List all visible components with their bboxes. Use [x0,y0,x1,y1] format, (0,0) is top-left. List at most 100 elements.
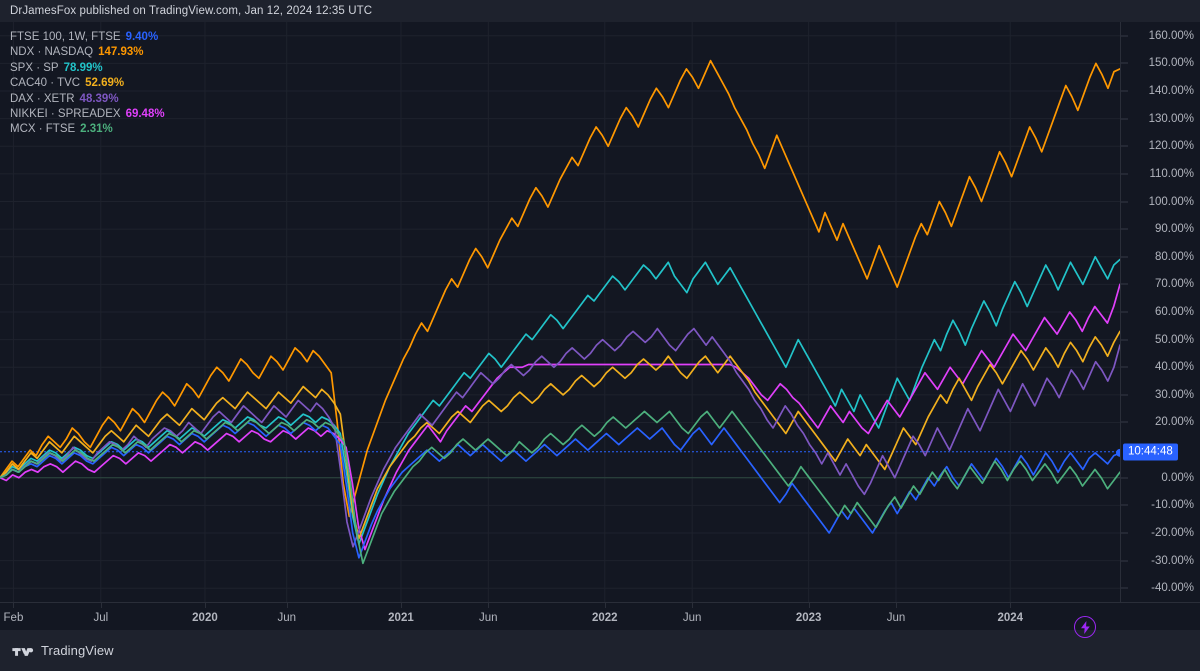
lightning-bolt-icon[interactable] [1074,616,1096,638]
tradingview-brand-label: TradingView [41,643,114,658]
legend-item-label: NDX · NASDAQ [10,46,94,59]
price-tick-label: 110.00% [1149,167,1194,180]
time-tick-mark [1010,603,1012,608]
price-tick-mark [1121,283,1128,285]
legend-item-1[interactable]: NDX · NASDAQ 147.93% [10,45,165,60]
legend-item-0[interactable]: FTSE 100, 1W, FTSE 9.40% [10,30,165,45]
legend-item-value: 2.31% [80,123,113,136]
price-tick-label: 130.00% [1148,112,1194,125]
price-tick-mark [1121,532,1128,534]
legend-item-6[interactable]: MCX · FTSE 2.31% [10,122,165,137]
legend-item-label: MCX · FTSE [10,123,76,136]
time-tick-label: 2020 [192,612,218,624]
price-tick-label: 120.00% [1148,140,1194,153]
time-tick-mark [896,603,897,608]
time-axis[interactable]: Feb Jul 2020 Jun 2021 Jun 2022 Jun 2023 Jun 2024 [0,602,1200,630]
price-tick-label: -10.00% [1151,499,1194,512]
chart-container[interactable]: FTSE 100, 1W, FTSE 9.40% NDX · NASDAQ 147.9… [0,22,1200,638]
price-tick-mark [1121,477,1128,479]
time-tick-label: Jun [682,612,702,624]
legend-item-4[interactable]: DAX · XETR 48.39% [10,92,165,107]
legend-item-label: NIKKEI · SPREADEX [10,108,121,121]
legend-item-value: 9.40% [125,31,159,43]
time-tick-label: Feb [3,612,24,624]
time-tick-label: 2022 [592,612,618,624]
time-tick-mark [100,603,102,608]
series-line [0,327,1120,548]
price-tick-mark [1121,62,1128,64]
price-tick-mark [1121,366,1128,368]
price-tick-label: -30.00% [1151,554,1194,567]
price-tick-label: 70.00% [1154,278,1194,291]
series-line [0,330,1120,540]
price-tick-label: 0.00% [1161,471,1194,484]
series-endpoint-marker [1116,448,1120,457]
price-tick-mark [1121,118,1128,120]
published-text: DrJamesFox published on TradingView.com,… [10,5,373,17]
price-tick-mark [1121,587,1128,589]
price-tick-mark [1121,560,1128,562]
price-tick-mark [1121,311,1128,313]
legend-item-value: 78.99% [63,61,103,74]
price-tick-mark [1121,394,1128,396]
legend-item-label: CAC40 · TVC [10,77,81,90]
legend-item-3[interactable]: CAC40 · TVC 52.69% [10,76,165,91]
price-tick-label: 80.00% [1154,250,1194,263]
price-tick-mark [1121,35,1128,37]
price-tick-mark [1121,201,1128,203]
series-line [0,59,1120,518]
price-tick-label: 20.00% [1154,416,1194,429]
legend-item-label: SPX · SP [10,61,59,74]
series-line [0,283,1120,551]
time-tick-label: Jul [93,612,109,624]
time-tick-label: Jun [886,612,906,624]
price-tick-label: 40.00% [1154,361,1194,374]
legend-item-value: 52.69% [85,77,125,90]
price-tick-mark [1121,173,1128,175]
price-tick-mark [1121,145,1128,147]
footer-bar: TradingView [0,630,1200,671]
time-tick-mark [400,603,402,608]
plot-area[interactable] [0,22,1120,602]
price-tick-mark [1121,228,1128,230]
time-tick-mark [692,603,694,608]
price-tick-mark [1121,421,1128,423]
price-tick-mark [1121,504,1128,506]
series-line [0,255,1120,545]
price-tick-label: 50.00% [1154,333,1194,346]
price-tick-label: 60.00% [1154,306,1194,318]
price-tick-label: 90.00% [1154,223,1194,236]
price-axis[interactable]: 10:44:48 160.00% 150.00% 140.00% 130.00% 120… [1120,22,1200,602]
legend-item-5[interactable]: NIKKEI · SPREADEX 69.48% [10,107,165,122]
time-tick-mark [604,603,606,608]
legend-item-2[interactable]: SPX · SP 78.99% [10,61,165,76]
time-tick-label: 2023 [795,612,822,624]
price-badge: 10:44:48 [1123,443,1178,461]
time-tick-label: Jun [277,612,296,624]
time-tick-mark [286,603,288,608]
chart-legend[interactable]: FTSE 100, 1W, FTSE 9.40% NDX · NASDAQ 147.9… [10,30,165,138]
price-tick-label: 150.00% [1148,57,1194,70]
price-tick-label: 100.00% [1148,195,1194,208]
price-tick-label: -20.00% [1151,526,1194,539]
legend-item-label: FTSE 100, 1W, FTSE [10,31,121,43]
price-tick-mark [1121,90,1128,92]
price-tick-label: -40.00% [1151,582,1194,595]
time-tick-label: 2024 [997,612,1024,624]
legend-item-value: 69.48% [125,108,165,121]
time-tick-mark [808,603,810,608]
time-tick-mark [488,603,490,608]
time-tick-label: 2021 [388,612,414,624]
price-tick-mark [1121,339,1128,341]
series-line [0,410,1120,565]
price-tick-label: 30.00% [1154,388,1194,401]
price-tick-label: 140.00% [1148,85,1194,98]
time-tick-mark [204,603,206,608]
price-tick-label: 160.00% [1148,29,1194,42]
tradingview-logo-icon [12,644,34,657]
series-plot [0,22,1120,602]
time-tick-label: Jun [479,612,498,624]
legend-item-value: 147.93% [98,46,144,59]
legend-item-value: 48.39% [79,92,119,105]
price-tick-mark [1121,256,1128,258]
